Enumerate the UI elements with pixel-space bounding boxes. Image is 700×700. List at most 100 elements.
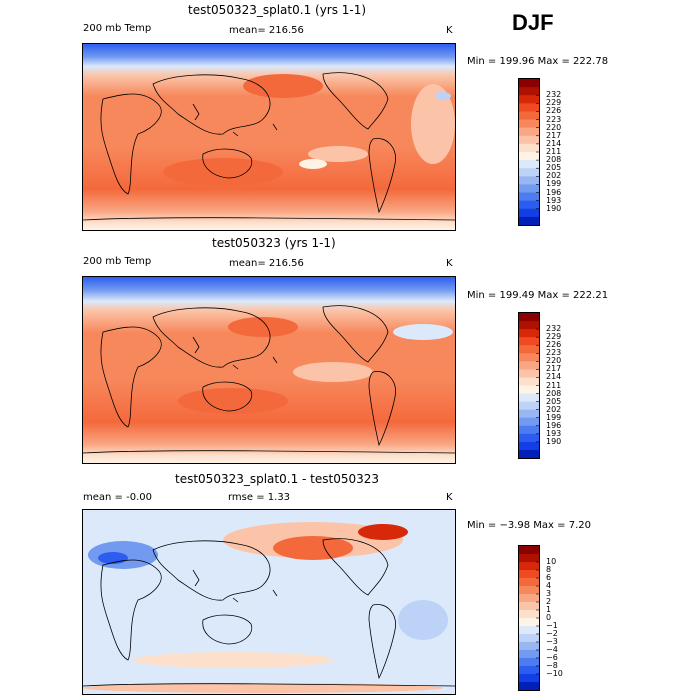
colorbar-swatch — [519, 546, 539, 555]
panel-1-field — [83, 44, 455, 230]
colorbar-tick-label: −1 — [546, 621, 558, 630]
colorbar-swatch — [519, 103, 539, 112]
colorbar-tick-label: 0 — [546, 613, 552, 622]
colorbar-swatch — [519, 95, 539, 104]
colorbar-tick-label: 205 — [546, 396, 562, 406]
panel-1-cold-spot — [435, 92, 451, 100]
panel-2-colorbar-svg — [519, 313, 539, 459]
colorbar-swatch — [519, 143, 539, 153]
colorbar-swatch — [519, 401, 539, 411]
colorbar-swatch — [519, 674, 539, 683]
colorbar-swatch — [519, 634, 539, 643]
colorbar-swatch — [519, 385, 539, 395]
panel-3-warm-region-arctic — [358, 524, 408, 540]
colorbar-swatch — [519, 570, 539, 579]
colorbar-tick-label: 193 — [546, 428, 562, 438]
colorbar-swatch — [519, 353, 539, 362]
panel-1-map-svg — [82, 44, 456, 230]
panel-3-warm-band-antarctic — [83, 683, 443, 693]
colorbar-tick-label: 214 — [546, 372, 562, 382]
colorbar-swatch — [519, 377, 539, 386]
panel-2-warm-region-pacific — [228, 317, 298, 337]
colorbar-swatch — [519, 111, 539, 121]
colorbar-swatch — [519, 441, 539, 451]
colorbar-swatch — [519, 642, 539, 651]
colorbar-tick-label: −10 — [546, 669, 563, 678]
colorbar-swatch — [519, 433, 539, 443]
colorbar-swatch — [519, 586, 539, 595]
colorbar-tick-label: 217 — [546, 364, 562, 374]
colorbar-swatch — [519, 618, 539, 627]
colorbar-tick-label: 211 — [546, 147, 562, 156]
panel-3-minmax: Min = −3.98 Max = 7.20 — [467, 520, 591, 531]
colorbar-tick-label: 220 — [546, 122, 562, 132]
colorbar-swatch — [519, 329, 539, 338]
colorbar-tick-label: 10 — [546, 557, 557, 566]
panel-2-variable-label: 200 mb Temp — [83, 256, 152, 267]
colorbar-swatch — [519, 626, 539, 635]
colorbar-tick-label: −2 — [546, 629, 558, 638]
colorbar-tick-label: 3 — [546, 589, 552, 598]
colorbar-swatch — [519, 79, 539, 88]
colorbar-swatch — [519, 361, 539, 370]
colorbar-tick-label: 211 — [546, 380, 562, 390]
colorbar-swatch — [519, 216, 539, 226]
colorbar-swatch — [519, 208, 539, 218]
panel-2-units: K — [446, 258, 453, 269]
colorbar-tick-label: 6 — [546, 573, 552, 582]
colorbar-swatch — [519, 345, 539, 354]
colorbar-swatch — [519, 562, 539, 571]
colorbar-tick-label: 8 — [546, 565, 552, 574]
colorbar-tick-label: 196 — [546, 187, 562, 197]
colorbar-tick-label: 2 — [546, 597, 552, 606]
colorbar-tick-label: 202 — [546, 404, 562, 414]
colorbar-tick-label: −8 — [546, 661, 558, 670]
colorbar-swatch — [519, 160, 539, 169]
colorbar-swatch — [519, 168, 539, 177]
panel-1-title: test050323_splat0.1 (yrs 1-1) — [188, 3, 367, 17]
colorbar-tick-label: 1 — [546, 605, 552, 614]
panel-2-colorbar — [518, 312, 540, 459]
panel-3-mean-label: mean = -0.00 — [83, 492, 152, 503]
colorbar-tick-label: 220 — [546, 356, 562, 366]
colorbar-tick-label: 190 — [546, 436, 562, 446]
colorbar-swatch — [519, 87, 539, 96]
colorbar-tick-label: 196 — [546, 420, 562, 430]
colorbar-swatch — [519, 449, 539, 459]
panel-2-field — [83, 277, 455, 463]
panel-2-cool-region-atlantic — [393, 324, 453, 340]
colorbar-tick-label: 190 — [546, 203, 562, 213]
colorbar-swatch — [519, 135, 539, 145]
colorbar-swatch — [519, 192, 539, 202]
colorbar-tick-label: 232 — [546, 324, 562, 334]
colorbar-tick-label: 193 — [546, 195, 562, 205]
colorbar-tick-label: 229 — [546, 98, 562, 108]
panel-1-cool-spot — [299, 159, 327, 169]
colorbar-tick-label: 223 — [546, 348, 562, 358]
panel-3-cold-core — [98, 552, 128, 564]
colorbar-swatch — [519, 176, 539, 185]
colorbar-swatch — [519, 119, 539, 129]
colorbar-tick-label: 199 — [546, 412, 562, 422]
colorbar-swatch — [519, 554, 539, 563]
colorbar-swatch — [519, 425, 539, 435]
colorbar-swatch — [519, 184, 539, 194]
colorbar-tick-label: 202 — [546, 171, 562, 181]
panel-2-warm-region-australia — [178, 388, 288, 414]
panel-3-units: K — [446, 492, 453, 503]
colorbar-tick-label: 4 — [546, 581, 552, 590]
colorbar-swatch — [519, 666, 539, 675]
colorbar-tick-label: 208 — [546, 155, 562, 165]
panel-3-map-svg — [82, 510, 456, 694]
panel-3-colorbar-svg — [519, 546, 539, 691]
colorbar-tick-label: 232 — [546, 90, 562, 100]
colorbar-swatch — [519, 152, 539, 161]
panel-3-title: test050323_splat0.1 - test050323 — [175, 472, 380, 486]
colorbar-swatch — [519, 369, 539, 378]
panel-3-map — [82, 509, 456, 695]
colorbar-swatch — [519, 578, 539, 587]
season-label: DJF — [512, 10, 554, 35]
panel-1-minmax: Min = 199.96 Max = 222.78 — [467, 56, 609, 67]
panel-2-coastlines — [82, 305, 456, 454]
colorbar-tick-label: −4 — [546, 645, 558, 654]
